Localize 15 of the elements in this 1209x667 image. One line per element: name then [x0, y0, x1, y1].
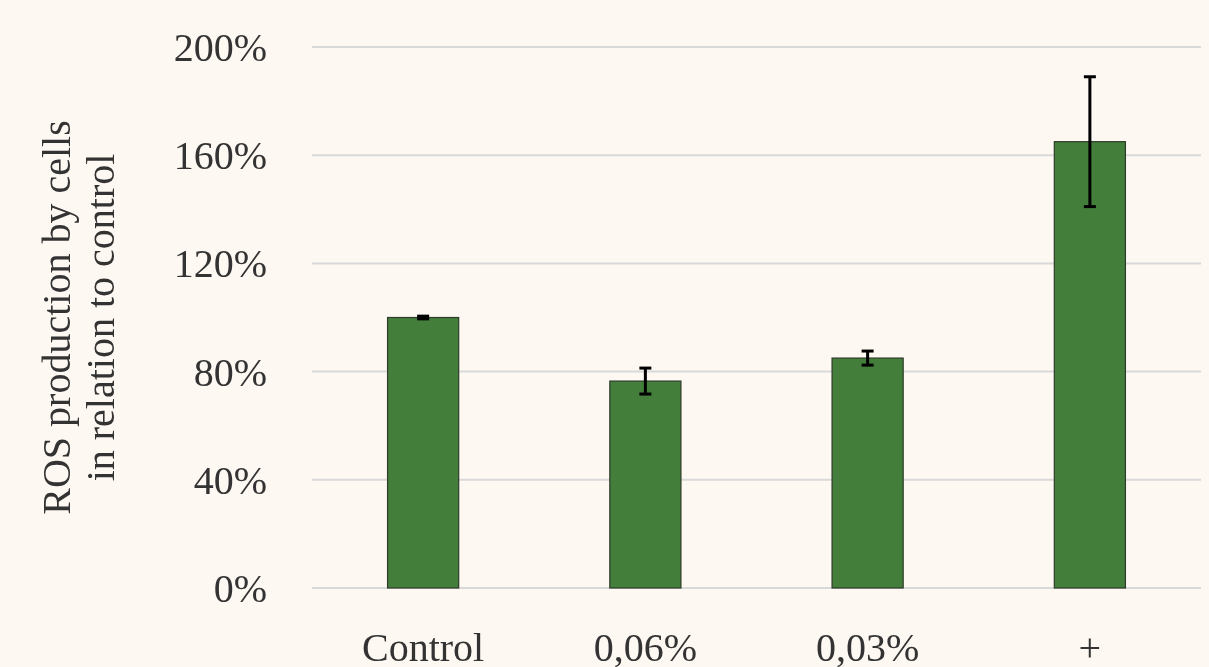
- bar: [386, 316, 460, 589]
- x-tick-label: 0,06%: [593, 625, 698, 667]
- bar: [1053, 141, 1127, 589]
- y-tick-label: 200%: [173, 25, 267, 70]
- x-tick-label: +: [1078, 625, 1102, 667]
- x-tick-label: Control: [362, 625, 485, 667]
- y-tick-label: 160%: [173, 133, 267, 179]
- y-axis-title: ROS production by cells in relation to control: [34, 120, 123, 515]
- y-tick-label: 40%: [193, 457, 267, 503]
- y-tick-label: 80%: [193, 349, 267, 395]
- x-tick-label: 0,03%: [815, 625, 920, 667]
- bar: [831, 357, 904, 589]
- bar: [609, 380, 682, 589]
- y-tick-label: 0%: [213, 566, 267, 611]
- y-tick-label: 120%: [173, 241, 267, 287]
